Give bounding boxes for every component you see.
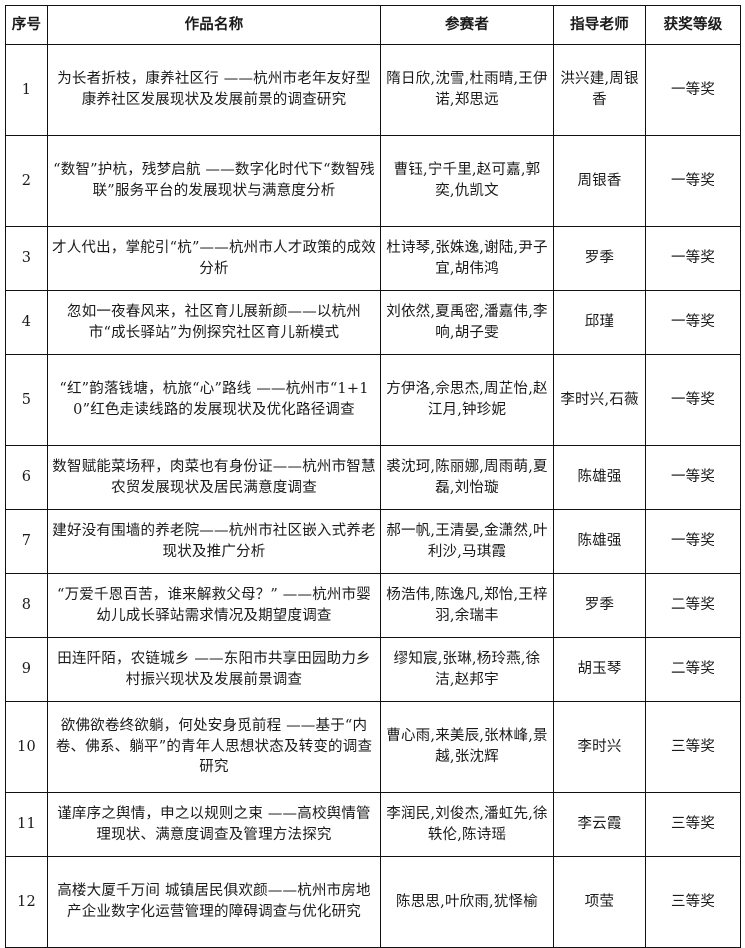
- cell-title: 高楼大厦千万间 城镇居民俱欢颜——杭州市房地产企业数字化运营管理的障碍调查与优化…: [47, 856, 381, 948]
- cell-title: “红”韵落钱塘，杭旅“心”路线 ——杭州市“1+10”红色走读线路的发展现状及优…: [47, 354, 381, 446]
- column-header-index: 序号: [5, 5, 48, 45]
- cell-teacher: 胡玉琴: [553, 637, 646, 702]
- cell-teacher: 项莹: [553, 856, 646, 948]
- cell-teacher: 邱瑾: [553, 290, 646, 355]
- table-row: 5 “红”韵落钱塘，杭旅“心”路线 ——杭州市“1+10”红色走读线路的发展现状及…: [5, 354, 741, 446]
- cell-members: 杜诗琴,张姝逸,谢陆,尹子宜,胡伟鸿: [380, 226, 554, 291]
- cell-members: 方伊洛,佘思杰,周芷怡,赵江月,钟珍妮: [380, 354, 554, 446]
- cell-members: 杨浩伟,陈逸凡,郑怡,王梓羽,余瑞丰: [380, 573, 554, 638]
- table-row: 2 “数智”护杭，残梦启航 ——数字化时代下“数智残联”服务平台的发展现状与满意度…: [5, 135, 741, 227]
- cell-award: 一等奖: [645, 354, 741, 446]
- column-header-teacher: 指导老师: [553, 5, 646, 45]
- cell-award: 一等奖: [645, 226, 741, 291]
- table-row: 1 为长者折枝，康养社区行 ——杭州市老年友好型康养社区发展现状及发展前景的调查研…: [5, 44, 741, 136]
- cell-index: 12: [5, 856, 48, 948]
- cell-award: 二等奖: [645, 637, 741, 702]
- cell-index: 8: [5, 573, 48, 638]
- cell-title: 为长者折枝，康养社区行 ——杭州市老年友好型康养社区发展现状及发展前景的调查研究: [47, 44, 381, 136]
- cell-title: 忽如一夜春风来，社区育儿展新颜——以杭州市“成长驿站”为例探究社区育儿新模式: [47, 290, 381, 355]
- table-row: 7 建好没有围墙的养老院——杭州市社区嵌入式养老现状及推广分析 郝一帆,王清晏,金潇…: [5, 509, 741, 574]
- column-header-title: 作品名称: [47, 5, 381, 45]
- cell-index: 7: [5, 509, 48, 574]
- cell-index: 10: [5, 701, 48, 793]
- cell-index: 9: [5, 637, 48, 702]
- cell-members: 曹钰,宁千里,赵可嘉,郭奕,仇凯文: [380, 135, 554, 227]
- table-row: 12 高楼大厦千万间 城镇居民俱欢颜——杭州市房地产企业数字化运营管理的障碍调查与…: [5, 856, 741, 948]
- cell-title: 数智赋能菜场秤，肉菜也有身份证——杭州市智慧农贸发展现状及居民满意度调查: [47, 445, 381, 510]
- cell-index: 11: [5, 792, 48, 857]
- cell-members: 缪知宸,张琳,杨玲燕,徐洁,赵邦宇: [380, 637, 554, 702]
- cell-title: 谨庠序之舆情，申之以规则之束 ——高校舆情管理现状、满意度调查及管理方法探究: [47, 792, 381, 857]
- table-row: 8 “万爱千恩百苦，谁来解救父母？” ——杭州市婴幼儿成长驿站需求情况及期望度调查…: [5, 573, 741, 638]
- cell-title: 建好没有围墙的养老院——杭州市社区嵌入式养老现状及推广分析: [47, 509, 381, 574]
- cell-teacher: 李时兴: [553, 701, 646, 793]
- cell-award: 一等奖: [645, 44, 741, 136]
- cell-teacher: 周银香: [553, 135, 646, 227]
- award-list-page: 序号 作品名称 参赛者 指导老师 获奖等级 1 为长者折枝，康养社区行 ——杭州市…: [5, 5, 741, 948]
- cell-title: “万爱千恩百苦，谁来解救父母？” ——杭州市婴幼儿成长驿站需求情况及期望度调查: [47, 573, 381, 638]
- table-row: 4 忽如一夜春风来，社区育儿展新颜——以杭州市“成长驿站”为例探究社区育儿新模式刘…: [5, 290, 741, 355]
- cell-index: 4: [5, 290, 48, 355]
- table-row: 6 数智赋能菜场秤，肉菜也有身份证——杭州市智慧农贸发展现状及居民满意度调查 裘沈珂…: [5, 445, 741, 510]
- cell-members: 李润民,刘俊杰,潘虹先,徐轶伦,陈诗瑶: [380, 792, 554, 857]
- cell-title: 欲佛欲卷终欲躺，何处安身觅前程 ——基于“内卷、佛系、躺平”的青年人思想状态及转…: [47, 701, 381, 793]
- cell-index: 1: [5, 44, 48, 136]
- cell-members: 陈思思,叶欣雨,犹怿榆: [380, 856, 554, 948]
- table-body: 1 为长者折枝，康养社区行 ——杭州市老年友好型康养社区发展现状及发展前景的调查研…: [5, 44, 741, 948]
- cell-members: 刘依然,夏禹密,潘嘉伟,李响,胡子雯: [380, 290, 554, 355]
- table-row: 11 谨庠序之舆情，申之以规则之束 ——高校舆情管理现状、满意度调查及管理方法探究…: [5, 792, 741, 857]
- table-header: 序号 作品名称 参赛者 指导老师 获奖等级: [5, 5, 741, 45]
- cell-teacher: 李时兴,石薇: [553, 354, 646, 446]
- cell-award: 一等奖: [645, 290, 741, 355]
- cell-title: “数智”护杭，残梦启航 ——数字化时代下“数智残联”服务平台的发展现状与满意度分…: [47, 135, 381, 227]
- cell-teacher: 李云霞: [553, 792, 646, 857]
- column-header-members: 参赛者: [380, 5, 554, 45]
- table-row: 10 欲佛欲卷终欲躺，何处安身觅前程 ——基于“内卷、佛系、躺平”的青年人思想状态…: [5, 701, 741, 793]
- column-header-award: 获奖等级: [645, 5, 741, 45]
- cell-index: 5: [5, 354, 48, 446]
- cell-index: 6: [5, 445, 48, 510]
- cell-award: 一等奖: [645, 445, 741, 510]
- cell-teacher: 陈雄强: [553, 445, 646, 510]
- cell-award: 三等奖: [645, 792, 741, 857]
- cell-members: 郝一帆,王清晏,金潇然,叶利沙,马琪霞: [380, 509, 554, 574]
- cell-members: 曹心雨,来美辰,张林峰,景越,张沈辉: [380, 701, 554, 793]
- header-row: 序号 作品名称 参赛者 指导老师 获奖等级: [5, 5, 741, 45]
- cell-award: 二等奖: [645, 573, 741, 638]
- cell-teacher: 罗季: [553, 226, 646, 291]
- table-row: 9 田连阡陌，农链城乡 ——东阳市共享田园助力乡村振兴现状及发展前景调查 缪知宸,张…: [5, 637, 741, 702]
- cell-award: 三等奖: [645, 856, 741, 948]
- table-row: 3 才人代出，掌舵引“杭”——杭州市人才政策的成效分析 杜诗琴,张姝逸,谢陆,尹子宜…: [5, 226, 741, 291]
- cell-teacher: 罗季: [553, 573, 646, 638]
- cell-index: 2: [5, 135, 48, 227]
- cell-teacher: 洪兴建,周银香: [553, 44, 646, 136]
- award-results-table: 序号 作品名称 参赛者 指导老师 获奖等级 1 为长者折枝，康养社区行 ——杭州市…: [5, 5, 741, 948]
- cell-title: 才人代出，掌舵引“杭”——杭州市人才政策的成效分析: [47, 226, 381, 291]
- cell-title: 田连阡陌，农链城乡 ——东阳市共享田园助力乡村振兴现状及发展前景调查: [47, 637, 381, 702]
- cell-teacher: 陈雄强: [553, 509, 646, 574]
- cell-award: 三等奖: [645, 701, 741, 793]
- cell-award: 一等奖: [645, 509, 741, 574]
- cell-index: 3: [5, 226, 48, 291]
- cell-members: 裘沈珂,陈丽娜,周雨萌,夏磊,刘怡璇: [380, 445, 554, 510]
- cell-members: 隋日欣,沈雪,杜雨晴,王伊诺,郑思远: [380, 44, 554, 136]
- cell-award: 一等奖: [645, 135, 741, 227]
